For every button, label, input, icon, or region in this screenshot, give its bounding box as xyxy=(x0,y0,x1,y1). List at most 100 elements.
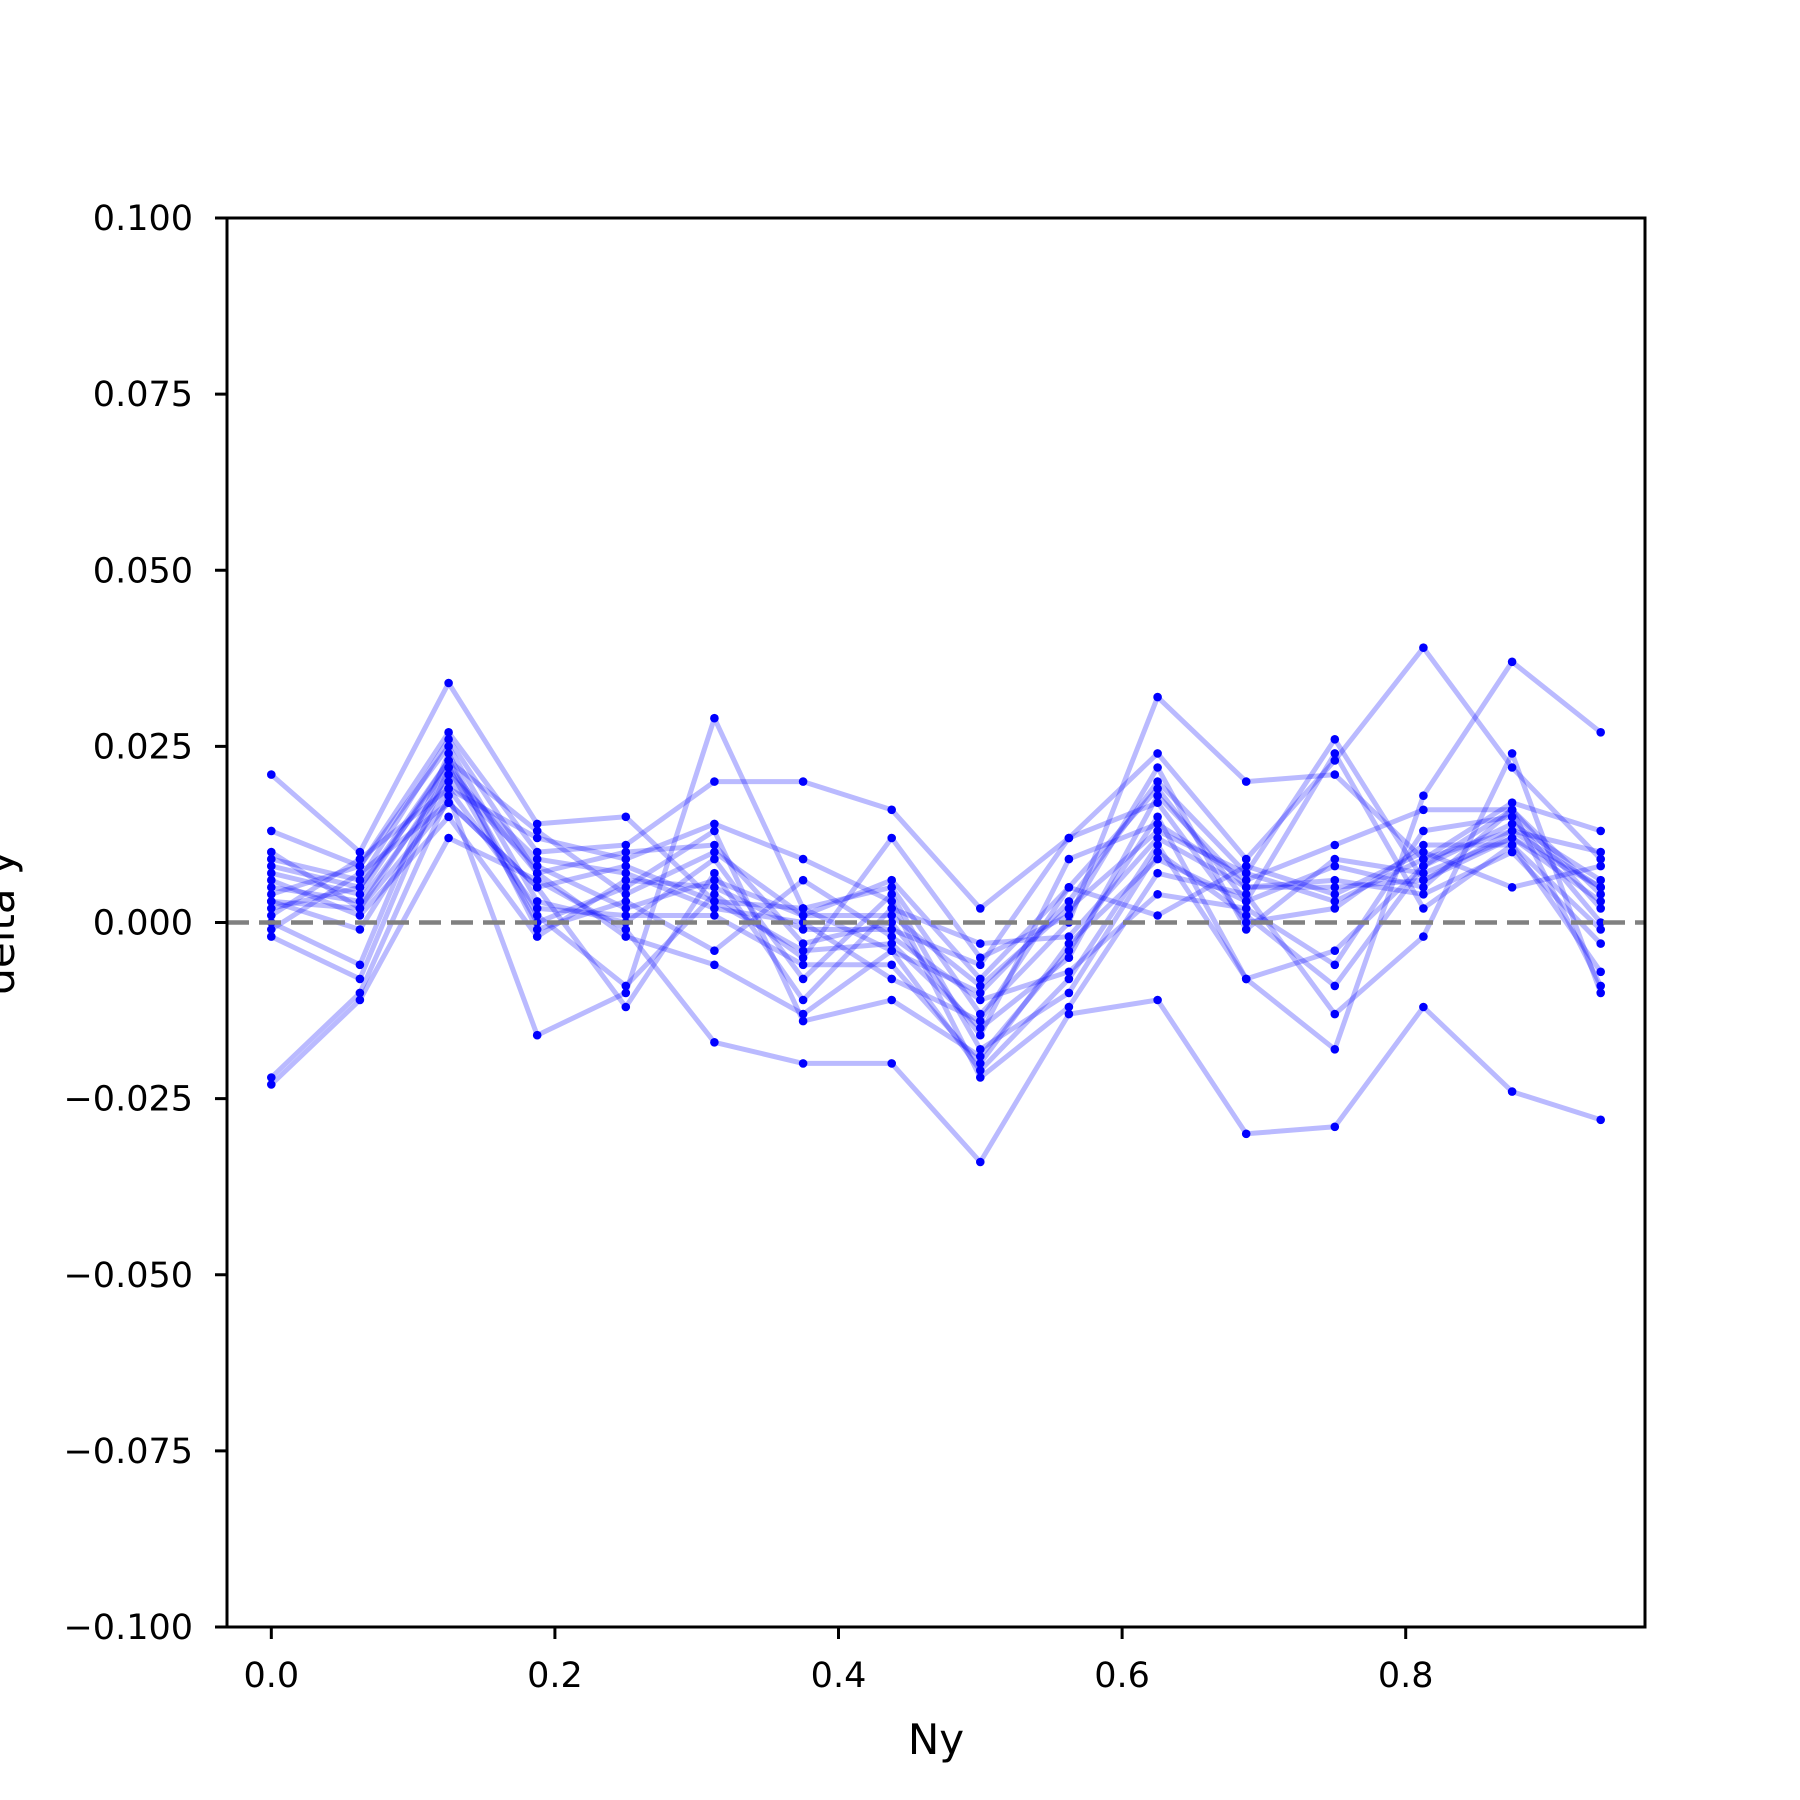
data-point xyxy=(1419,904,1428,913)
data-point xyxy=(444,798,453,807)
data-point xyxy=(887,1059,896,1068)
data-point xyxy=(267,904,276,913)
data-point xyxy=(1241,883,1251,892)
data-point xyxy=(1330,749,1340,758)
x-tick-label: 0.2 xyxy=(527,1656,583,1696)
data-point xyxy=(710,890,719,899)
data-point xyxy=(1241,854,1251,864)
data-point xyxy=(1507,847,1517,857)
data-point xyxy=(1596,854,1605,864)
series-line-16 xyxy=(270,758,1602,989)
data-point xyxy=(621,840,631,850)
data-point xyxy=(1241,904,1251,913)
y-tick-label: −0.025 xyxy=(63,1080,193,1120)
series-line-11 xyxy=(269,800,1603,1010)
data-point xyxy=(621,1002,631,1012)
data-point xyxy=(1153,826,1162,836)
data-point xyxy=(621,981,631,991)
data-point xyxy=(532,819,542,829)
data-point xyxy=(444,777,453,786)
data-point xyxy=(532,897,542,906)
series-line-4 xyxy=(270,645,1603,911)
data-point xyxy=(976,1030,985,1040)
data-point xyxy=(976,1045,985,1054)
data-point xyxy=(1064,953,1074,962)
data-point xyxy=(1064,911,1074,920)
y-tick-label: 0.075 xyxy=(93,375,193,415)
data-point xyxy=(976,1052,985,1061)
data-point xyxy=(1153,833,1162,843)
data-point xyxy=(1419,805,1428,815)
data-point xyxy=(976,1059,985,1068)
data-point xyxy=(1330,756,1340,765)
data-point xyxy=(976,1016,985,1026)
data-point xyxy=(976,1023,985,1033)
data-point xyxy=(1330,770,1340,779)
data-point xyxy=(1330,735,1340,744)
data-point xyxy=(267,847,276,857)
data-point xyxy=(444,678,453,688)
y-axis-label: delta y xyxy=(0,850,24,995)
data-point xyxy=(1153,911,1162,920)
data-point xyxy=(798,854,808,864)
data-point xyxy=(798,777,808,786)
data-point xyxy=(976,981,985,991)
data-point xyxy=(976,953,985,962)
data-point xyxy=(355,883,365,892)
data-point xyxy=(444,763,453,772)
data-point xyxy=(1241,1129,1251,1139)
x-tick-label: 0.4 xyxy=(811,1656,867,1696)
data-point xyxy=(1596,1115,1605,1125)
data-point xyxy=(1064,932,1074,941)
data-point xyxy=(798,974,808,984)
data-point xyxy=(1596,728,1605,737)
data-point xyxy=(1153,763,1162,772)
data-point xyxy=(355,854,365,864)
data-point xyxy=(1596,918,1605,927)
data-point xyxy=(355,960,365,970)
data-point xyxy=(267,1080,276,1089)
data-point xyxy=(1153,854,1162,864)
data-point xyxy=(976,995,985,1005)
data-point xyxy=(1419,854,1428,864)
data-point xyxy=(798,939,808,948)
data-point xyxy=(444,756,453,765)
data-point xyxy=(1507,840,1517,850)
data-point xyxy=(355,861,365,871)
data-point xyxy=(1507,819,1517,829)
data-point xyxy=(1596,925,1605,934)
series-lines xyxy=(269,645,1604,1165)
data-point xyxy=(621,904,631,913)
data-point xyxy=(710,819,719,829)
data-point xyxy=(710,897,719,906)
data-point xyxy=(1596,826,1605,836)
data-point xyxy=(798,1059,808,1068)
data-point xyxy=(1419,643,1428,652)
data-point xyxy=(355,890,365,899)
data-point xyxy=(1596,904,1605,913)
data-point xyxy=(1330,854,1340,864)
data-point xyxy=(1064,939,1074,948)
data-point xyxy=(887,833,896,843)
data-point xyxy=(1153,692,1162,702)
series-line-15 xyxy=(269,786,1603,1066)
data-point xyxy=(976,1073,985,1082)
data-point xyxy=(1241,974,1251,984)
data-point xyxy=(267,826,276,836)
data-point xyxy=(1596,861,1605,871)
data-point xyxy=(887,918,896,927)
data-point xyxy=(1153,868,1162,878)
data-point xyxy=(532,911,542,920)
data-point xyxy=(1596,967,1605,977)
data-point xyxy=(1507,883,1517,892)
data-point xyxy=(1153,840,1162,850)
data-point xyxy=(976,960,985,970)
y-axis-ticks: 0.100 0.075 0.050 0.025 0.000 −0.025 −0.050 −0.… xyxy=(63,199,227,1648)
data-point xyxy=(887,904,896,913)
data-point xyxy=(1064,974,1074,984)
y-tick-label: 0.050 xyxy=(93,551,193,591)
data-point xyxy=(1419,861,1428,871)
data-point xyxy=(1064,1002,1074,1012)
data-point xyxy=(976,974,985,984)
y-tick-label: 0.000 xyxy=(93,904,193,944)
